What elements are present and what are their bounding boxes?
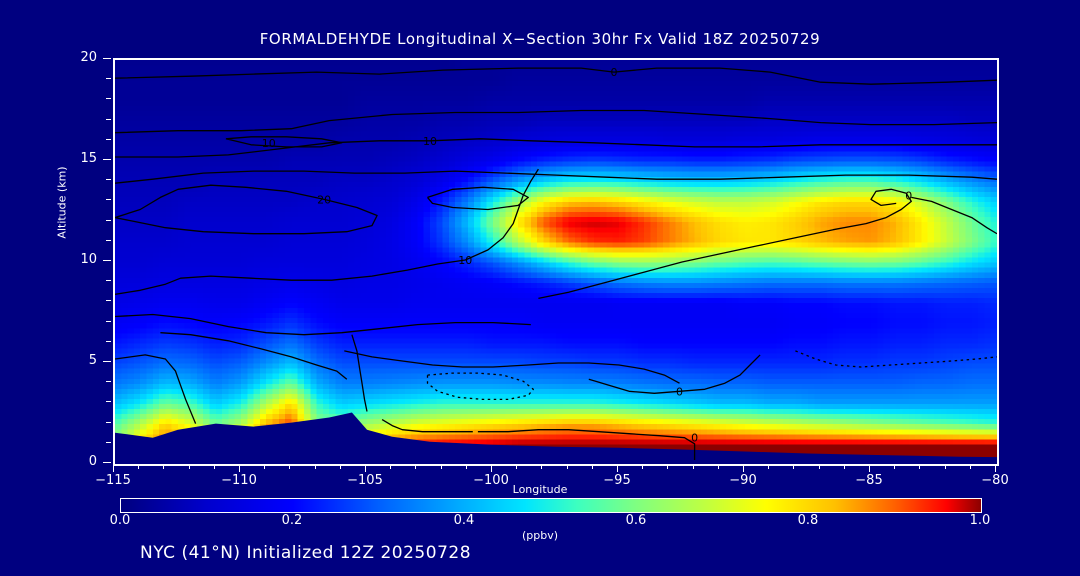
- chart-title: FORMALDEHYDE Longitudinal X−Section 30hr…: [259, 30, 821, 48]
- colorbar-unit: (ppbv): [521, 529, 559, 542]
- y-tick: [103, 462, 111, 463]
- x-tick: [465, 464, 467, 469]
- x-tick: [591, 464, 593, 469]
- x-tick: [415, 464, 417, 469]
- y-tick: [106, 138, 111, 140]
- x-tick: [491, 464, 492, 472]
- x-tick-label: −100: [473, 473, 509, 488]
- x-tick: [995, 464, 996, 472]
- x-tick: [516, 464, 518, 469]
- y-tick: [106, 98, 111, 100]
- colorbar-tick-label: 1.0: [969, 513, 991, 528]
- x-tick: [894, 464, 896, 469]
- x-tick: [339, 464, 341, 469]
- x-tick: [390, 464, 392, 469]
- x-tick: [289, 464, 291, 469]
- x-tick: [213, 464, 215, 469]
- x-tick-label: −85: [855, 473, 883, 488]
- plot-area: 0 10 10 20 10 0 0 0: [113, 58, 999, 466]
- y-tick: [106, 441, 111, 443]
- x-tick: [264, 464, 266, 469]
- colorbar-tick-label: 0.0: [109, 513, 131, 528]
- x-tick: [944, 464, 946, 469]
- y-tick: [106, 78, 111, 80]
- y-tick: [106, 239, 111, 241]
- x-tick: [163, 464, 165, 469]
- x-tick-label: −95: [603, 473, 631, 488]
- y-tick: [106, 421, 111, 423]
- x-tick: [843, 464, 845, 469]
- x-tick: [440, 464, 442, 469]
- x-tick: [793, 464, 795, 469]
- x-tick: [768, 464, 770, 469]
- y-tick: [106, 179, 111, 181]
- y-tick: [103, 159, 111, 160]
- y-tick: [106, 199, 111, 201]
- y-tick: [106, 280, 111, 282]
- footer-caption: NYC (41°N) Initialized 12Z 20250728: [140, 543, 472, 563]
- colorbar-tick-label: 0.8: [797, 513, 819, 528]
- x-tick: [113, 464, 114, 472]
- x-tick: [239, 464, 240, 472]
- x-tick: [642, 464, 644, 469]
- y-tick-label: 10: [80, 252, 97, 267]
- y-tick-label: 0: [88, 454, 97, 469]
- y-tick: [106, 381, 111, 383]
- colorbar: [120, 498, 982, 513]
- x-tick: [365, 464, 366, 472]
- x-tick: [818, 464, 820, 469]
- x-tick: [692, 464, 694, 469]
- x-tick: [541, 464, 543, 469]
- y-tick-label: 20: [80, 50, 97, 65]
- y-tick: [106, 320, 111, 322]
- y-tick: [106, 118, 111, 120]
- x-tick: [188, 464, 190, 469]
- x-tick: [667, 464, 669, 469]
- y-tick: [106, 219, 111, 221]
- y-tick-label: 15: [80, 151, 97, 166]
- colorbar-tick-label: 0.6: [625, 513, 647, 528]
- plot-canvas: 0 10 10 20 10 0 0 0: [115, 60, 997, 464]
- y-tick: [106, 401, 111, 403]
- x-tick: [138, 464, 140, 469]
- x-tick-label: −90: [729, 473, 757, 488]
- y-tick: [106, 340, 111, 342]
- x-tick-label: −105: [347, 473, 383, 488]
- colorbar-tick-label: 0.4: [453, 513, 475, 528]
- x-tick: [869, 464, 870, 472]
- y-tick: [103, 361, 111, 362]
- y-tick: [103, 58, 111, 59]
- x-tick-label: −110: [221, 473, 257, 488]
- x-tick: [314, 464, 316, 469]
- colorbar-tick-label: 0.2: [281, 513, 303, 528]
- y-tick: [106, 300, 111, 302]
- x-tick: [566, 464, 568, 469]
- x-tick: [743, 464, 744, 472]
- heatmap-field: [115, 60, 997, 464]
- x-tick: [969, 464, 971, 469]
- x-tick: [617, 464, 618, 472]
- x-tick: [717, 464, 719, 469]
- y-tick: [103, 260, 111, 261]
- x-tick-label: −115: [95, 473, 131, 488]
- x-axis-title: Longitude: [512, 483, 568, 496]
- x-tick: [919, 464, 921, 469]
- y-tick-label: 5: [88, 353, 97, 368]
- x-tick-label: −80: [981, 473, 1009, 488]
